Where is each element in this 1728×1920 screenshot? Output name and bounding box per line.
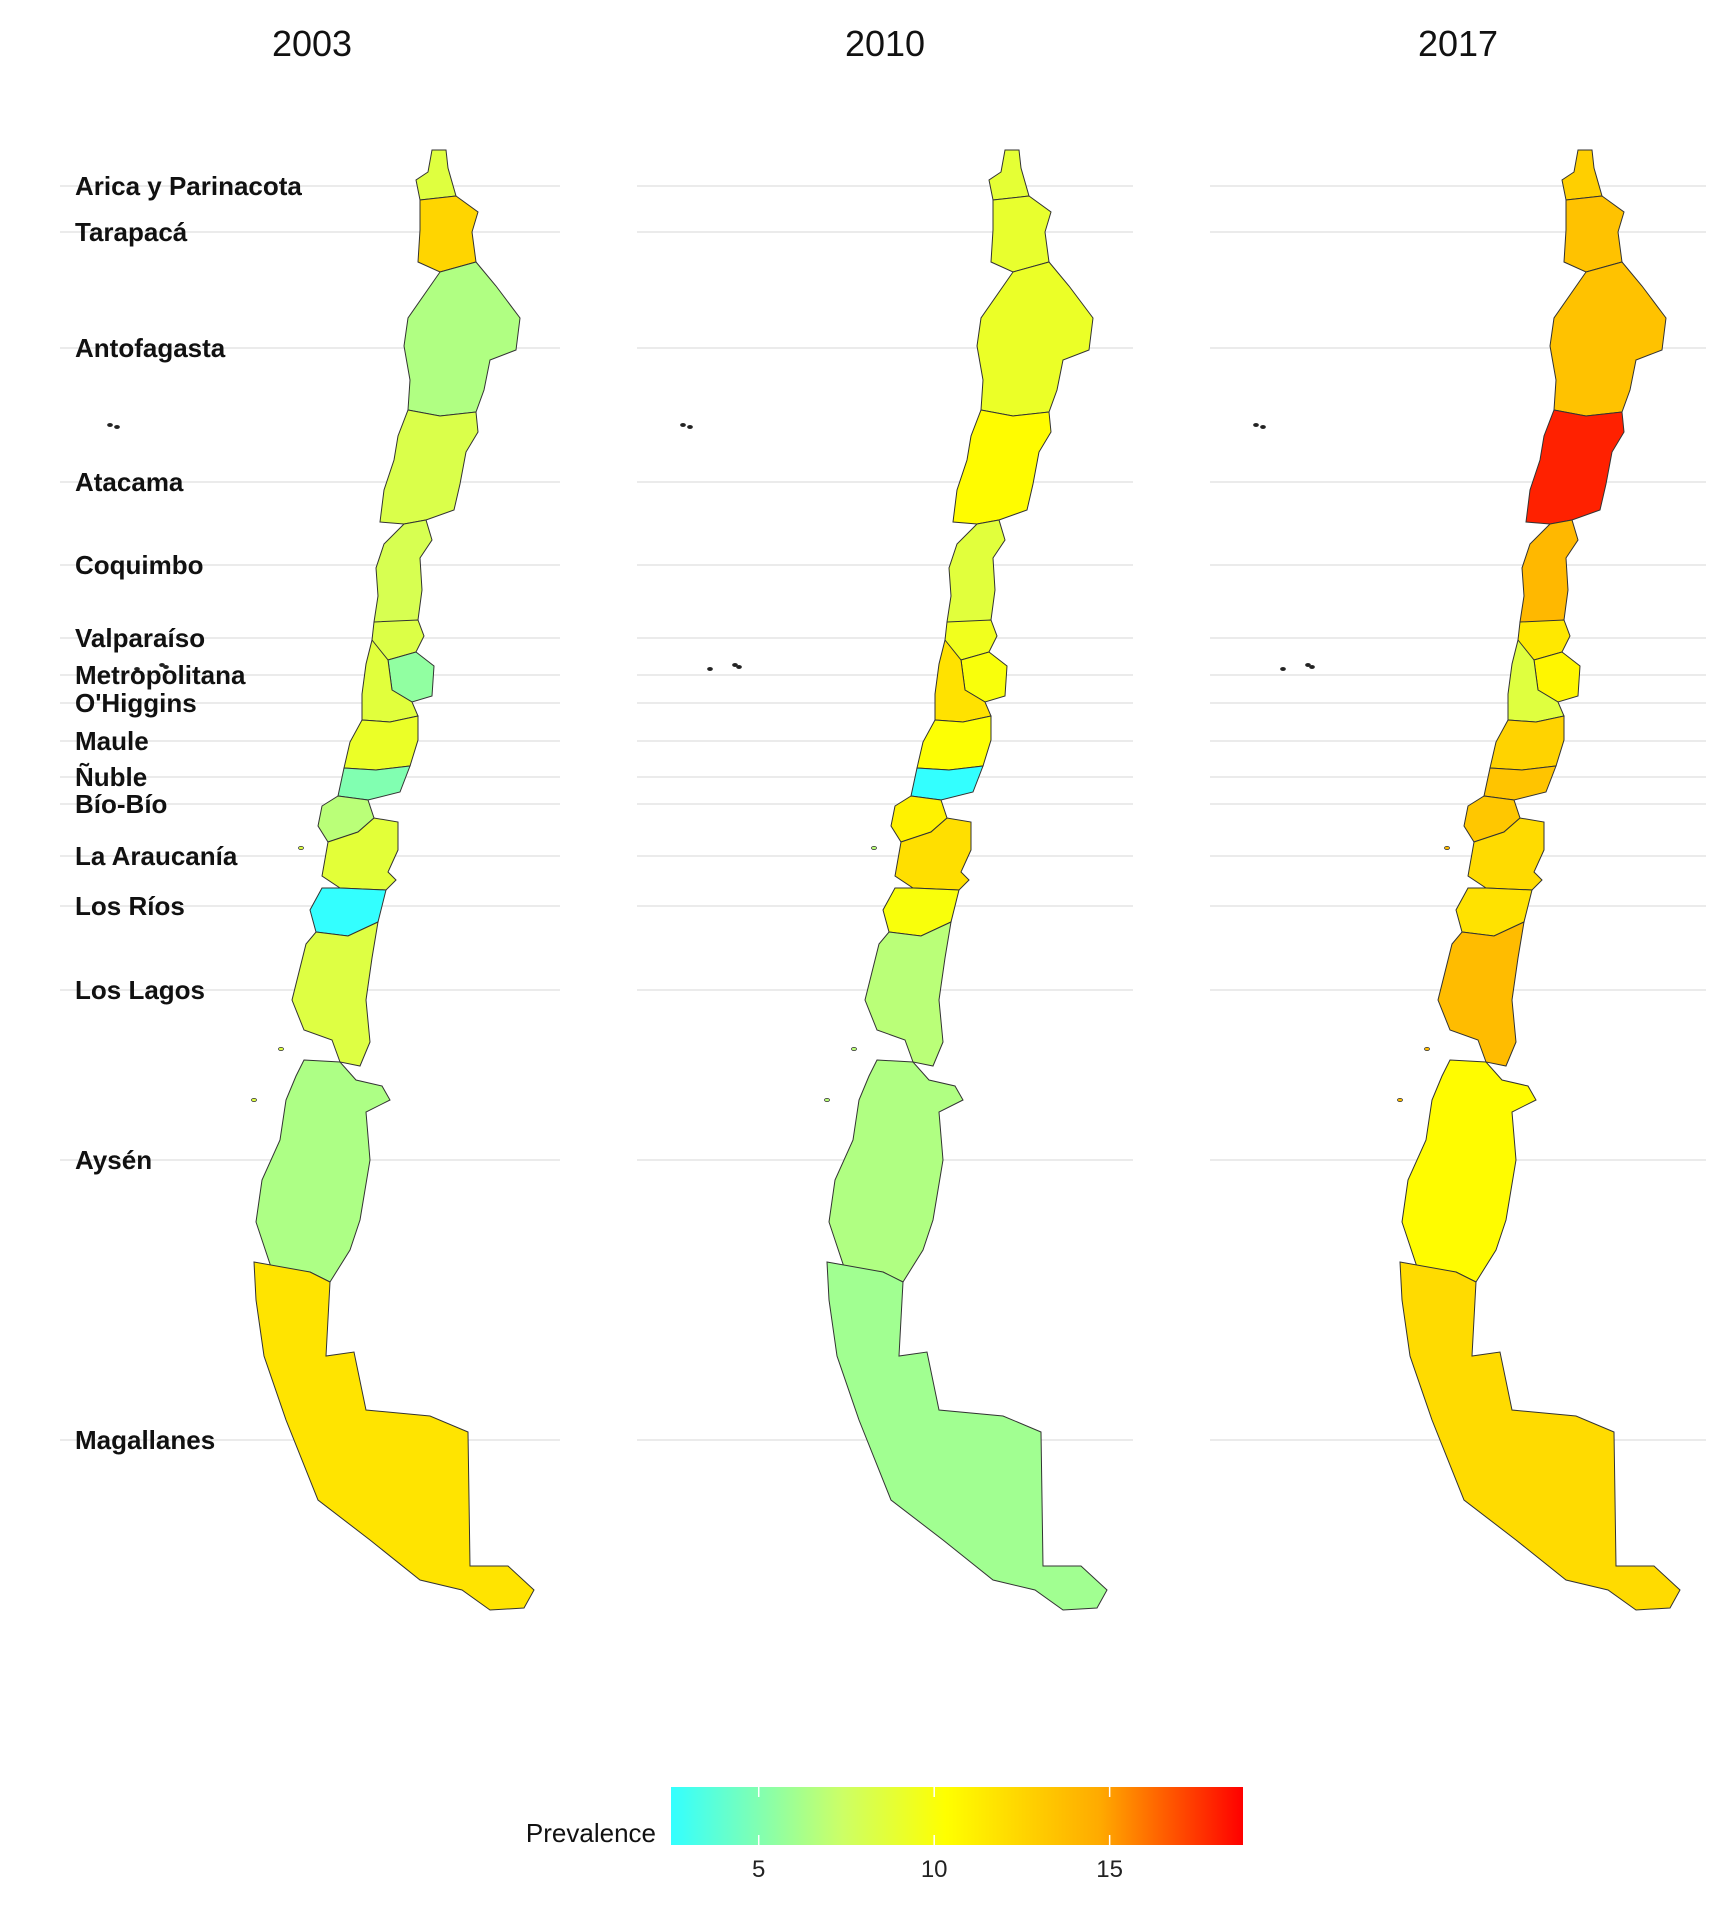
region-los-lagos-2017	[1437, 921, 1525, 1067]
panel-title-2017: 2017	[1418, 23, 1498, 64]
region-magallanes-2003	[253, 1261, 535, 1611]
region-arica-y-parinacota-2010	[988, 149, 1030, 201]
region-label-valparaiso: Valparaíso	[75, 623, 205, 653]
region-label-metropolitana: Metropolitana	[75, 660, 246, 690]
region-la-araucania-2003	[321, 817, 399, 891]
islet-marker	[1260, 424, 1266, 429]
region-label-maule: Maule	[75, 726, 149, 756]
islet-marker	[732, 663, 738, 668]
islet-marker	[1444, 846, 1450, 851]
islet-marker	[680, 422, 686, 427]
region-arica-y-parinacota-2003	[415, 149, 457, 201]
region-atacama-2003	[379, 409, 479, 525]
region-label-tarapaca: Tarapacá	[75, 217, 188, 247]
region-label-bio-bio: Bío-Bío	[75, 789, 167, 819]
islet-marker	[251, 1098, 257, 1103]
islet-marker	[871, 846, 877, 851]
islet-marker	[1424, 1047, 1430, 1052]
islet-marker	[824, 1098, 830, 1103]
region-magallanes-2010	[826, 1261, 1108, 1611]
islet-marker	[278, 1047, 284, 1052]
islet-marker	[114, 424, 120, 429]
region-tarapaca-2017	[1563, 195, 1625, 273]
legend-tick-label: 10	[921, 1856, 948, 1883]
region-labels: Arica y Parinacota Tarapacá Antofagasta Ata…	[75, 171, 302, 1455]
region-label-atacama: Atacama	[75, 467, 184, 497]
region-nuble-2017	[1483, 765, 1557, 801]
legend-tick-label: 5	[752, 1856, 765, 1883]
region-maule-2003	[343, 715, 419, 771]
legend-colorbar	[671, 1787, 1243, 1845]
region-label-o-higgins: O'Higgins	[75, 688, 197, 718]
region-aysen-2017	[1401, 1059, 1537, 1283]
panel-title-2010: 2010	[845, 23, 925, 64]
region-aysen-2003	[255, 1059, 391, 1283]
region-label-los-lagos: Los Lagos	[75, 975, 205, 1005]
islet-marker	[159, 663, 165, 668]
region-coquimbo-2010	[946, 519, 1006, 627]
region-aysen-2010	[828, 1059, 964, 1283]
region-tarapaca-2010	[990, 195, 1052, 273]
region-label-nuble: Ñuble	[75, 762, 147, 792]
islet-marker	[163, 665, 169, 670]
region-arica-y-parinacota-2017	[1561, 149, 1603, 201]
region-coquimbo-2003	[373, 519, 433, 627]
islet-marker	[134, 667, 140, 672]
legend-tick-label: 15	[1096, 1856, 1123, 1883]
region-label-aysen: Aysén	[75, 1145, 152, 1175]
islet-marker	[687, 424, 693, 429]
islet-marker	[298, 846, 304, 851]
region-atacama-2017	[1525, 409, 1625, 525]
region-label-antofagasta: Antofagasta	[75, 333, 226, 363]
map-panel-2017: 2017	[1253, 23, 1681, 1611]
islet-marker	[736, 665, 742, 670]
region-antofagasta-2017	[1549, 261, 1667, 417]
region-atacama-2010	[952, 409, 1052, 525]
islet-marker	[1397, 1098, 1403, 1103]
region-tarapaca-2003	[417, 195, 479, 273]
region-coquimbo-2017	[1519, 519, 1579, 627]
map-panels: 2003 2010 2017	[60, 23, 1706, 1611]
region-nuble-2010	[910, 765, 984, 801]
region-label-los-rios: Los Ríos	[75, 891, 185, 921]
islet-marker	[851, 1047, 857, 1052]
region-maule-2017	[1489, 715, 1565, 771]
region-label-magallanes: Magallanes	[75, 1425, 215, 1455]
region-label-la-araucania: La Araucanía	[75, 841, 238, 871]
islet-marker	[1309, 665, 1315, 670]
region-los-lagos-2003	[291, 921, 379, 1067]
region-label-arica-y-parinacota: Arica y Parinacota	[75, 171, 302, 201]
region-maule-2010	[916, 715, 992, 771]
region-los-lagos-2010	[864, 921, 952, 1067]
map-panel-2003: 2003	[107, 23, 535, 1611]
region-magallanes-2017	[1399, 1261, 1681, 1611]
region-antofagasta-2003	[403, 261, 521, 417]
legend-ticks: 5 10 15	[752, 1787, 1123, 1883]
region-label-coquimbo: Coquimbo	[75, 550, 204, 580]
color-legend: Prevalence 5 10 15	[526, 1787, 1243, 1883]
region-nuble-2003	[337, 765, 411, 801]
islet-marker	[107, 422, 113, 427]
region-antofagasta-2010	[976, 261, 1094, 417]
panel-title-2003: 2003	[272, 23, 352, 64]
islet-marker	[1305, 663, 1311, 668]
region-la-araucania-2017	[1467, 817, 1545, 891]
region-la-araucania-2010	[894, 817, 972, 891]
legend-title: Prevalence	[526, 1818, 656, 1848]
islet-marker	[707, 667, 713, 672]
islet-marker	[1253, 422, 1259, 427]
islet-marker	[1280, 667, 1286, 672]
map-panel-2010: 2010	[680, 23, 1108, 1611]
